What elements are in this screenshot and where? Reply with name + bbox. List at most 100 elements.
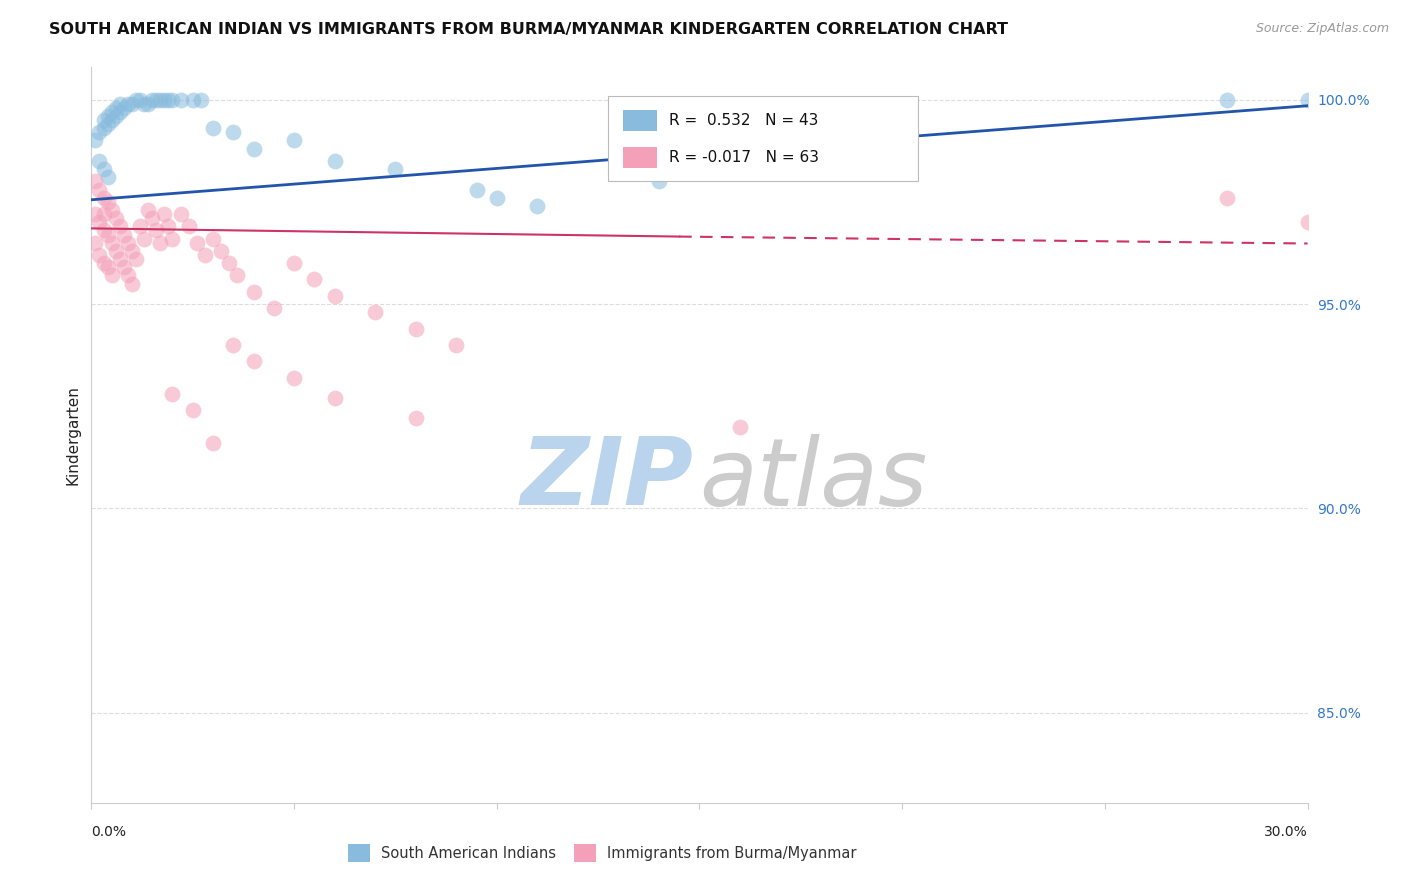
Bar bbox=[623, 147, 657, 168]
Text: SOUTH AMERICAN INDIAN VS IMMIGRANTS FROM BURMA/MYANMAR KINDERGARTEN CORRELATION : SOUTH AMERICAN INDIAN VS IMMIGRANTS FROM… bbox=[49, 22, 1008, 37]
Point bbox=[104, 109, 127, 123]
Point bbox=[97, 227, 120, 242]
Point bbox=[186, 235, 208, 250]
Point bbox=[169, 93, 191, 107]
Point bbox=[181, 403, 204, 417]
Point bbox=[323, 391, 346, 405]
Point bbox=[242, 142, 264, 156]
Point bbox=[283, 134, 305, 148]
Point bbox=[1215, 191, 1237, 205]
Point bbox=[97, 170, 120, 185]
Text: 30.0%: 30.0% bbox=[1264, 825, 1308, 838]
Point bbox=[93, 121, 115, 136]
Point bbox=[384, 162, 406, 177]
Point bbox=[444, 338, 467, 352]
Point bbox=[112, 227, 135, 242]
Point bbox=[121, 277, 143, 291]
Point bbox=[226, 268, 249, 283]
Point bbox=[84, 235, 107, 250]
Point bbox=[728, 419, 751, 434]
Point bbox=[323, 153, 346, 168]
Point bbox=[132, 96, 155, 111]
Point bbox=[129, 93, 152, 107]
Point bbox=[1215, 93, 1237, 107]
Point bbox=[89, 153, 111, 168]
Point bbox=[89, 183, 111, 197]
Point bbox=[132, 232, 155, 246]
Point bbox=[242, 285, 264, 299]
Point bbox=[323, 289, 346, 303]
Legend: South American Indians, Immigrants from Burma/Myanmar: South American Indians, Immigrants from … bbox=[347, 844, 856, 862]
Point bbox=[89, 125, 111, 139]
Point bbox=[283, 370, 305, 384]
Point bbox=[112, 260, 135, 275]
Point bbox=[100, 113, 122, 128]
Point bbox=[242, 354, 264, 368]
Text: Source: ZipAtlas.com: Source: ZipAtlas.com bbox=[1256, 22, 1389, 36]
Point bbox=[222, 338, 245, 352]
Point bbox=[202, 436, 225, 450]
Point bbox=[202, 232, 225, 246]
Point bbox=[465, 183, 488, 197]
Point bbox=[112, 101, 135, 115]
Point bbox=[648, 174, 671, 188]
Point bbox=[145, 93, 167, 107]
Point bbox=[121, 96, 143, 111]
Point bbox=[125, 252, 148, 266]
Point bbox=[162, 93, 184, 107]
Point bbox=[405, 411, 427, 425]
Text: 0.0%: 0.0% bbox=[91, 825, 127, 838]
Point bbox=[190, 93, 212, 107]
Point bbox=[526, 199, 548, 213]
Point bbox=[149, 93, 172, 107]
Point bbox=[485, 191, 508, 205]
Point bbox=[162, 387, 184, 401]
Point bbox=[84, 134, 107, 148]
Point bbox=[100, 202, 122, 217]
Point bbox=[93, 256, 115, 270]
Point bbox=[93, 207, 115, 221]
Point bbox=[177, 219, 200, 234]
Point bbox=[149, 235, 172, 250]
Point bbox=[100, 235, 122, 250]
Point bbox=[145, 223, 167, 237]
Point bbox=[84, 174, 107, 188]
Point bbox=[93, 113, 115, 128]
Point bbox=[97, 109, 120, 123]
Point bbox=[129, 219, 152, 234]
Point bbox=[84, 207, 107, 221]
Point bbox=[93, 162, 115, 177]
Point bbox=[222, 125, 245, 139]
Point bbox=[97, 117, 120, 131]
Point bbox=[153, 93, 176, 107]
Text: atlas: atlas bbox=[699, 434, 928, 524]
Point bbox=[93, 223, 115, 237]
Point bbox=[153, 207, 176, 221]
Point bbox=[1296, 215, 1319, 229]
Text: R = -0.017   N = 63: R = -0.017 N = 63 bbox=[669, 150, 820, 165]
Point bbox=[100, 104, 122, 119]
Y-axis label: Kindergarten: Kindergarten bbox=[65, 385, 80, 484]
Point bbox=[125, 93, 148, 107]
Point bbox=[209, 244, 232, 258]
Point bbox=[169, 207, 191, 221]
Point bbox=[108, 252, 131, 266]
Point bbox=[263, 301, 285, 315]
Point bbox=[108, 104, 131, 119]
Point bbox=[141, 211, 163, 226]
Bar bbox=[623, 111, 657, 131]
Point bbox=[157, 219, 180, 234]
Point bbox=[89, 215, 111, 229]
Point bbox=[218, 256, 240, 270]
Point bbox=[283, 256, 305, 270]
Point bbox=[141, 93, 163, 107]
Point bbox=[157, 93, 180, 107]
Point bbox=[304, 272, 326, 286]
Point bbox=[1296, 93, 1319, 107]
Point bbox=[117, 268, 139, 283]
Text: R =  0.532   N = 43: R = 0.532 N = 43 bbox=[669, 113, 818, 128]
Point bbox=[108, 219, 131, 234]
Point bbox=[194, 248, 217, 262]
Point bbox=[405, 321, 427, 335]
Point bbox=[97, 260, 120, 275]
